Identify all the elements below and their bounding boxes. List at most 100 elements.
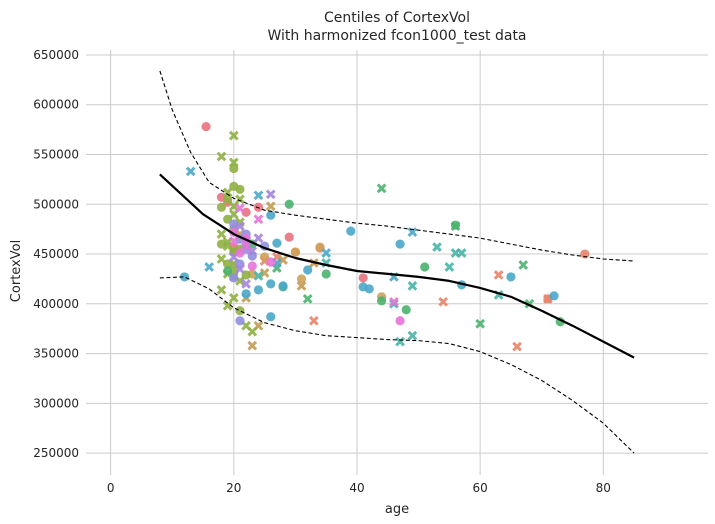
outer-centile-line	[159, 70, 635, 262]
data-point	[241, 207, 251, 217]
grid-lines	[86, 50, 708, 475]
data-point	[549, 291, 559, 301]
chart-subtitle: With harmonized fcon1000_test data	[267, 28, 526, 44]
data-point	[228, 201, 239, 212]
data-point	[228, 236, 239, 246]
data-point	[296, 274, 307, 284]
chart-title: Centiles of CortexVol	[324, 10, 470, 26]
x-tick-label: 80	[596, 481, 611, 495]
centile-lines	[159, 70, 635, 454]
data-point	[518, 260, 529, 270]
data-point	[266, 257, 276, 267]
data-point	[253, 190, 264, 201]
data-point	[272, 238, 282, 248]
data-point	[259, 252, 270, 262]
data-point	[358, 273, 368, 283]
y-tick-label: 550000	[33, 148, 79, 162]
data-point	[278, 255, 288, 265]
scatter-points	[179, 122, 590, 352]
data-point	[229, 273, 239, 283]
x-tick-label: 40	[349, 481, 364, 495]
data-point	[420, 262, 430, 272]
y-tick-label: 250000	[33, 446, 79, 460]
y-tick-label: 350000	[33, 347, 79, 361]
data-point	[247, 326, 258, 337]
data-point	[204, 262, 215, 272]
data-point	[364, 284, 374, 294]
data-point	[407, 227, 418, 238]
data-point	[376, 183, 387, 194]
data-point	[395, 239, 405, 249]
data-point	[296, 281, 307, 291]
data-point	[228, 292, 239, 303]
data-point	[493, 270, 504, 280]
data-point	[321, 248, 332, 258]
data-point	[253, 233, 264, 243]
data-point	[247, 340, 258, 351]
data-point	[438, 296, 449, 307]
data-point	[241, 289, 251, 299]
data-point	[266, 210, 276, 220]
data-point	[247, 261, 257, 271]
x-tick-label: 0	[107, 481, 115, 495]
y-tick-label: 450000	[33, 247, 79, 261]
data-point	[401, 305, 411, 315]
data-point	[346, 226, 356, 236]
data-point	[265, 201, 276, 212]
data-point	[223, 259, 233, 269]
data-point	[580, 249, 590, 259]
data-point	[266, 312, 276, 322]
y-tick-label: 300000	[33, 396, 79, 410]
data-point	[259, 268, 270, 278]
data-point	[432, 242, 442, 252]
y-tick-label: 650000	[33, 48, 79, 62]
data-point	[229, 163, 239, 174]
data-point	[506, 272, 516, 282]
data-point	[395, 316, 405, 326]
data-point	[321, 269, 331, 279]
data-point	[456, 248, 467, 258]
data-point	[235, 264, 245, 274]
data-point	[223, 194, 233, 204]
data-point	[377, 296, 387, 306]
data-point	[222, 300, 233, 311]
data-point	[228, 130, 239, 141]
data-point	[235, 248, 245, 258]
data-point	[253, 214, 264, 225]
data-point	[302, 293, 313, 304]
data-point	[265, 189, 276, 200]
data-point	[216, 239, 227, 249]
data-point	[253, 271, 264, 281]
data-point	[284, 199, 294, 209]
data-point	[450, 221, 461, 232]
x-tick-label: 20	[226, 481, 241, 495]
data-point	[235, 194, 245, 205]
data-point	[179, 272, 190, 282]
data-point	[185, 166, 196, 177]
data-point	[284, 232, 294, 242]
data-point	[266, 279, 276, 289]
data-point	[235, 316, 245, 326]
y-tick-label: 500000	[33, 197, 79, 211]
tick-labels: 0 20 40 60 80 250000 300000 350000 400000 450000 5…	[33, 48, 611, 495]
data-point	[278, 281, 288, 291]
data-point	[395, 336, 405, 347]
data-point	[223, 214, 233, 224]
data-point	[222, 187, 233, 198]
data-point	[223, 266, 233, 276]
median-centile-line	[159, 173, 635, 359]
data-point	[216, 202, 227, 212]
data-point	[235, 203, 245, 214]
data-point	[444, 262, 455, 272]
x-axis-label: age	[385, 502, 409, 517]
data-point	[407, 330, 418, 341]
data-point	[512, 341, 522, 352]
data-point	[303, 265, 313, 275]
data-point	[235, 306, 245, 316]
data-point	[229, 219, 239, 229]
data-point	[216, 229, 227, 239]
y-axis-label: CortexVol	[9, 240, 24, 302]
data-point	[235, 221, 245, 232]
data-point	[201, 122, 211, 132]
